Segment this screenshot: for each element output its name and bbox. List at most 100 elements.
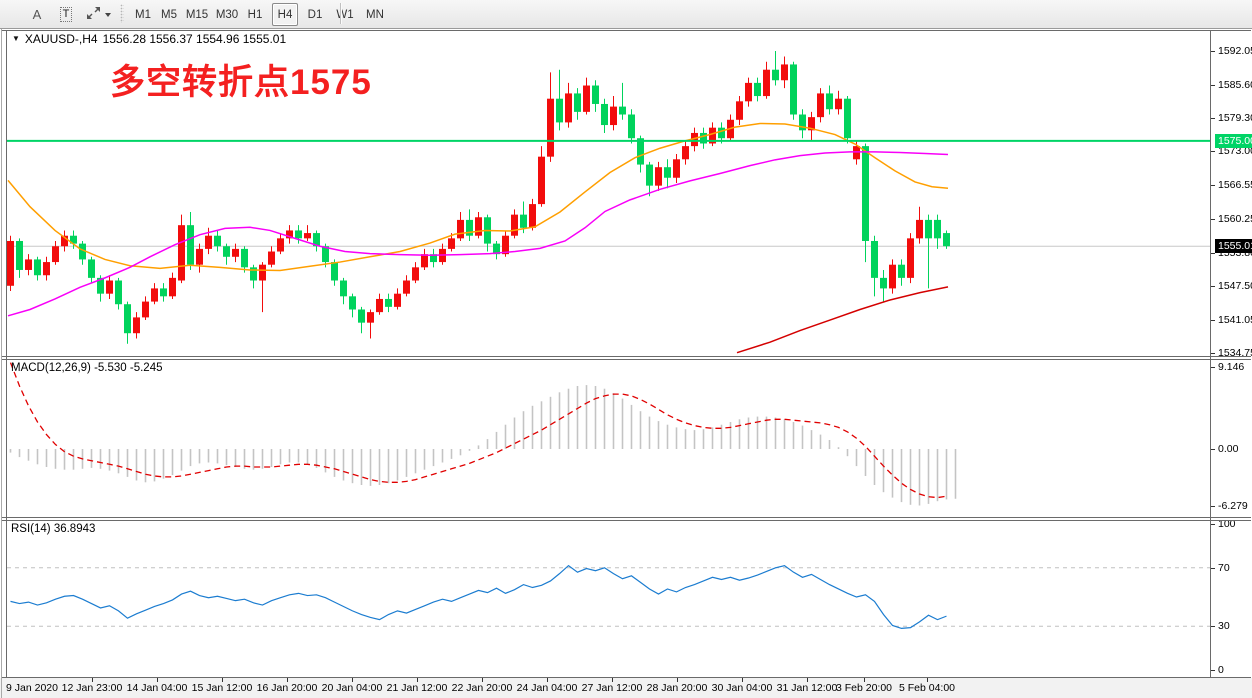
price-axis-label-tick	[1211, 352, 1215, 354]
label-tool-button[interactable]: A	[26, 3, 48, 26]
date-axis-label: 5 Feb 04:00	[898, 682, 956, 694]
window-border-left	[6, 30, 7, 678]
date-axis-label: 16 Jan 20:00	[256, 682, 318, 694]
price-axis-label-tick	[1211, 218, 1215, 220]
toolbar-separator	[340, 3, 342, 24]
date-axis-tick	[807, 678, 808, 682]
splitter-main-macd-lower[interactable]	[1, 359, 1251, 360]
date-axis-label: 15 Jan 12:00	[191, 682, 253, 694]
timeframe-button-H1[interactable]: H1	[247, 8, 263, 21]
macd-axis-label-tick	[1211, 366, 1215, 368]
price-axis-label: 1573.00	[1218, 145, 1252, 158]
price-axis-label-tick	[1211, 319, 1215, 321]
date-axis-label: 22 Jan 20:00	[451, 682, 513, 694]
timeframe-button-M15[interactable]: M15	[185, 8, 209, 21]
chart-title: ▼ XAUUSD-,H4 1556.28 1556.37 1554.96 155…	[12, 32, 286, 46]
panel-border-top	[1, 30, 1251, 31]
date-axis-label: 20 Jan 04:00	[321, 682, 383, 694]
date-axis-tick	[287, 678, 288, 682]
macd-axis-label-tick	[1211, 449, 1215, 450]
date-axis-label: 27 Jan 12:00	[581, 682, 643, 694]
rsi-label: RSI(14) 36.8943	[11, 523, 96, 535]
date-axis-label: 9 Jan 2020	[6, 682, 58, 694]
splitter-macd-rsi[interactable]	[1, 517, 1251, 518]
date-axis-label: 14 Jan 04:00	[126, 682, 188, 694]
rsi-axis-label: 30	[1218, 620, 1230, 633]
macd-label: MACD(12,26,9) -5.530 -5.245	[11, 362, 163, 374]
macd-axis-label: -6.279	[1218, 499, 1248, 512]
rsi-axis-label-tick	[1211, 670, 1215, 671]
price-axis-label-tick	[1211, 285, 1215, 287]
date-axis-tick	[352, 678, 353, 682]
date-axis-label: 21 Jan 12:00	[386, 682, 448, 694]
price-axis-label: 1534.75	[1218, 346, 1252, 359]
arrows-tool-button[interactable]	[80, 3, 116, 26]
date-axis-tick	[864, 678, 865, 682]
price-axis-label-tick	[1211, 51, 1215, 52]
date-axis-label: 12 Jan 23:00	[61, 682, 123, 694]
price-axis-label: 1592.05	[1218, 45, 1252, 57]
arrows-tool-icon	[86, 6, 101, 23]
label-tool-icon: A	[32, 7, 42, 22]
date-axis[interactable]: 9 Jan 2020 12 Jan 23:00 14 Jan 04:00 15 Jan…	[0, 678, 1252, 698]
timeframe-button-M1[interactable]: M1	[135, 8, 151, 21]
timeframe-button-M5[interactable]: M5	[161, 8, 177, 21]
rsi-axis-label: 0	[1218, 664, 1224, 676]
rsi-axis-label-tick	[1211, 626, 1215, 628]
macd-axis-label-tick	[1211, 505, 1215, 507]
text-tool-button[interactable]: T	[54, 3, 78, 26]
axis-border	[1210, 30, 1211, 678]
chart-annotation-text[interactable]: 多空转折点1575	[110, 63, 372, 102]
price-axis-label-tick	[1211, 151, 1215, 153]
price-axis-label-tick	[1211, 84, 1215, 86]
window-border-left-outer	[1, 29, 2, 698]
price-axis-label: 1579.30	[1218, 112, 1252, 125]
date-axis-tick	[157, 678, 158, 682]
price-axis-label-tick	[1211, 252, 1215, 254]
date-axis-tick	[92, 678, 93, 682]
date-axis-tick	[222, 678, 223, 682]
rsi-axis-label-tick	[1211, 524, 1215, 525]
price-axis-label: 1560.25	[1218, 212, 1252, 225]
price-axis-label-tick	[1211, 185, 1215, 187]
chart-title-symbol: XAUUSD-,H4	[24, 32, 98, 46]
toolbar-grip-handle[interactable]	[120, 4, 124, 23]
splitter-main-macd[interactable]	[1, 356, 1251, 357]
price-axis[interactable]: 1592.05 1585.60 1579.30 1573.00 1566.55 1560.…	[1211, 29, 1252, 678]
date-axis-tick	[927, 678, 928, 682]
timeframe-button-D1[interactable]: D1	[307, 8, 323, 21]
collapse-triangle-icon[interactable]: ▼	[12, 34, 20, 43]
date-axis-label: 24 Jan 04:00	[516, 682, 578, 694]
timeframe-button-M30[interactable]: M30	[215, 8, 239, 21]
date-axis-tick	[742, 678, 743, 682]
date-axis-tick	[612, 678, 613, 682]
main-chart-panel[interactable]	[7, 31, 1210, 356]
rsi-axis-label: 100	[1218, 518, 1236, 530]
toolbar: A T M1 M5 M15 M30 H1 H4 D1 W1 MN	[0, 0, 1252, 29]
text-tool-icon: T	[59, 7, 73, 22]
hline-price-badge: 1575.00	[1215, 133, 1252, 148]
rsi-indicator-panel[interactable]	[7, 521, 1210, 677]
arrows-tool-caret-icon	[104, 12, 111, 17]
timeframe-button-H4[interactable]: H4	[272, 3, 298, 26]
splitter-macd-rsi-lower[interactable]	[1, 520, 1251, 521]
date-axis-label: 28 Jan 20:00	[646, 682, 708, 694]
date-axis-label: 31 Jan 12:00	[776, 682, 838, 694]
timeframe-button-W1[interactable]: W1	[336, 8, 354, 21]
price-axis-label: 1566.55	[1218, 179, 1252, 192]
macd-axis-label: 0.00	[1218, 443, 1239, 455]
date-axis-tick	[677, 678, 678, 682]
rsi-axis-label: 70	[1218, 561, 1230, 574]
price-axis-label: 1547.50	[1218, 279, 1252, 292]
panel-border-bottom	[1, 677, 1251, 678]
timeframe-button-MN[interactable]: MN	[366, 8, 384, 21]
price-axis-label-tick	[1211, 118, 1215, 120]
macd-indicator-panel[interactable]	[7, 360, 1210, 517]
rsi-axis-label-tick	[1211, 567, 1215, 569]
date-axis-tick	[417, 678, 418, 682]
date-axis-tick	[547, 678, 548, 682]
date-axis-label: 30 Jan 04:00	[711, 682, 773, 694]
date-axis-label: 3 Feb 20:00	[835, 682, 893, 694]
price-axis-label: 1541.05	[1218, 313, 1252, 326]
